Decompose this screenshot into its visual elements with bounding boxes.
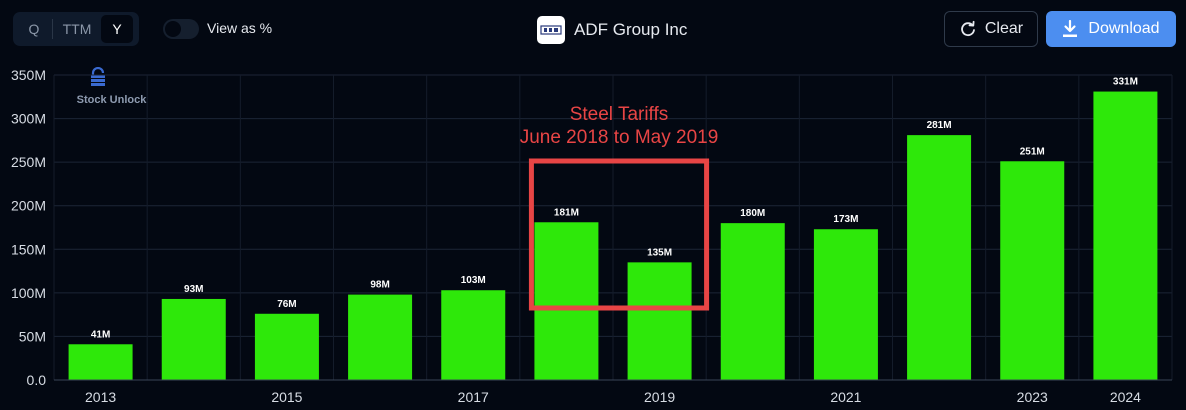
y-tick-label: 150M: [11, 241, 46, 257]
data-label-2021: 173M: [833, 214, 858, 225]
annotation-line-2: June 2018 to May 2019: [520, 127, 719, 148]
bar-2019[interactable]: [627, 262, 692, 380]
clear-label: Clear: [984, 20, 1024, 37]
company-name: ADF Group Inc: [574, 20, 688, 39]
data-label-2019: 135M: [647, 247, 672, 258]
y-tick-label: 200M: [11, 198, 46, 214]
download-icon: [1063, 20, 1078, 37]
bar-2018[interactable]: [534, 222, 599, 380]
data-label-2014: 93M: [184, 284, 203, 295]
data-label-2016: 98M: [370, 280, 389, 291]
x-tick-label-2021: 2021: [830, 389, 861, 405]
data-label-2020: 180M: [740, 208, 765, 219]
x-tick-label-2024: 2024: [1110, 389, 1141, 405]
bar-2023[interactable]: [1000, 161, 1065, 380]
y-tick-label: 250M: [11, 154, 46, 170]
lock-icon: [91, 66, 105, 86]
view-as-percent-label: View as %: [207, 20, 273, 36]
bar-2013[interactable]: [68, 344, 133, 380]
stock-unlock-watermark: Stock Unlock: [77, 66, 158, 106]
period-q-button[interactable]: Q: [28, 21, 40, 37]
data-label-2015: 76M: [277, 299, 296, 310]
bar-2014[interactable]: [161, 298, 226, 380]
chart-toolbar: Q TTM Y View as % ADF Group Inc Clear: [0, 0, 1186, 60]
y-tick-label: 300M: [11, 111, 46, 127]
bar-2024[interactable]: [1093, 91, 1158, 381]
refresh-icon: [961, 20, 975, 37]
period-selector: Q TTM Y: [13, 12, 139, 46]
period-divider: [52, 19, 53, 39]
clear-button[interactable]: Clear: [944, 11, 1038, 47]
bar-2022[interactable]: [907, 135, 972, 380]
y-tick-label: 350M: [11, 67, 46, 83]
bar-2021[interactable]: [813, 229, 878, 380]
data-label-2018: 181M: [554, 207, 579, 218]
bar-2017[interactable]: [441, 290, 506, 380]
y-tick-label: 50M: [19, 328, 46, 344]
data-label-2013: 41M: [91, 329, 110, 340]
bar-2020[interactable]: [720, 223, 785, 380]
x-tick-label-2013: 2013: [85, 389, 116, 405]
data-label-2022: 281M: [927, 120, 952, 131]
x-tick-label-2019: 2019: [644, 389, 675, 405]
download-label: Download: [1088, 20, 1160, 37]
data-label-2017: 103M: [461, 275, 486, 286]
period-ttm-button[interactable]: TTM: [62, 21, 92, 37]
x-tick-label-2017: 2017: [458, 389, 489, 405]
bar-2015[interactable]: [254, 313, 319, 380]
annotation-line-1: Steel Tariffs: [570, 104, 669, 125]
period-y-button[interactable]: Y: [101, 15, 133, 43]
view-as-percent-toggle[interactable]: [163, 19, 199, 39]
y-tick-label: 100M: [11, 285, 46, 301]
x-tick-label-2023: 2023: [1017, 389, 1048, 405]
company-logo-icon: [537, 16, 565, 44]
watermark-text: Stock Unlock: [76, 94, 147, 106]
y-tick-label: 0.0: [27, 372, 47, 388]
toggle-knob: [165, 21, 181, 37]
x-tick-label-2015: 2015: [271, 389, 302, 405]
data-label-2023: 251M: [1020, 146, 1045, 157]
data-label-2024: 331M: [1113, 77, 1138, 88]
tariff-highlight-box: [528, 158, 710, 311]
download-button[interactable]: Download: [1046, 11, 1176, 47]
company-header: ADF Group Inc: [537, 15, 687, 45]
bar-2016[interactable]: [348, 294, 413, 380]
